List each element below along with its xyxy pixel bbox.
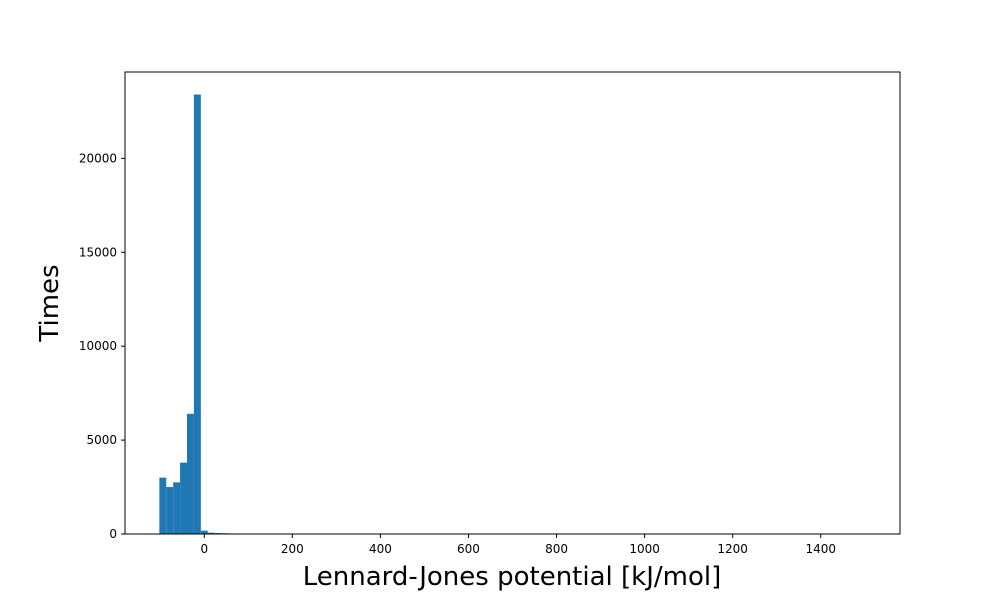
y-tick-label-3: 15000: [79, 245, 117, 259]
histogram-bar-2: [173, 482, 181, 534]
x-tick-label-7: 1400: [805, 542, 836, 556]
histogram-bar-4: [187, 413, 194, 534]
histogram-bar-0: [159, 477, 167, 534]
histogram-bar-3: [180, 462, 187, 534]
x-tick-label-5: 1000: [629, 542, 660, 556]
x-axis-label: Lennard-Jones potential [kJ/mol]: [303, 562, 722, 592]
x-tick-label-1: 200: [281, 542, 304, 556]
histogram-bar-5: [193, 94, 201, 534]
histogram-bar-7: [207, 532, 215, 534]
plot-frame: [124, 71, 901, 535]
histogram-bar-6: [200, 530, 208, 534]
x-tick-label-3: 600: [457, 542, 480, 556]
y-axis-label: Times: [35, 264, 65, 342]
histogram-bar-1: [166, 487, 174, 534]
y-tick-label-4: 20000: [79, 151, 117, 165]
y-tick-label-0: 0: [109, 527, 117, 541]
x-tick-label-2: 400: [369, 542, 392, 556]
y-tick-label-2: 10000: [79, 339, 117, 353]
x-tick-label-6: 1200: [717, 542, 748, 556]
x-axis-ticks: 0 200 400 600 800 1000 1200 1400: [200, 534, 836, 556]
x-tick-label-4: 800: [545, 542, 568, 556]
x-tick-label-0: 0: [200, 542, 208, 556]
y-tick-label-1: 5000: [86, 433, 117, 447]
y-axis-ticks: 0 5000 10000 15000 20000: [79, 151, 125, 541]
